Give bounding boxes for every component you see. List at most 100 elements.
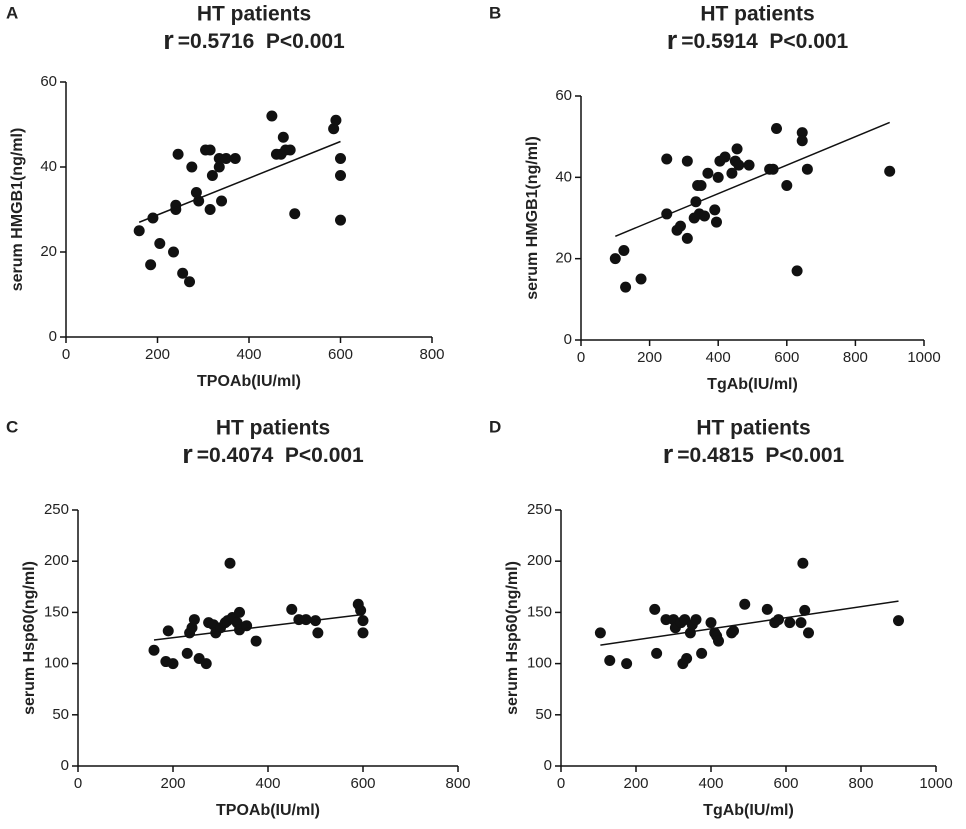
y-tick-label: 0 [61,757,69,774]
point [312,627,324,639]
x-tick-label: 0 [74,775,82,792]
x-tick-label: 600 [774,349,799,366]
chart-subtitle: r =0.4074 P<0.001 [182,439,364,469]
x-tick-label: 600 [773,775,798,792]
stat-text: =0.4074 P<0.001 [197,444,364,467]
panel-letter: C [6,417,18,436]
point [335,170,346,181]
x-tick-label: 0 [577,349,585,366]
y-tick-label: 20 [40,243,57,260]
x-tick-label: 800 [848,775,873,792]
x-tick-label: 400 [706,349,731,366]
point [803,627,814,639]
point [148,644,160,656]
x-axis-label: TgAb(IU/ml) [707,376,798,393]
y-tick-label: 100 [527,655,552,672]
point [172,148,184,160]
y-tick-label: 60 [555,87,572,104]
y-tick-label: 40 [555,168,572,185]
x-tick-label: 0 [62,346,70,363]
y-tick-label: 0 [49,328,57,345]
y-tick-label: 60 [40,73,57,90]
x-tick-label: 200 [160,775,185,792]
y-tick-label: 150 [527,603,552,620]
trend-line [615,121,890,237]
point [328,123,340,135]
x-tick-label: 400 [698,775,723,792]
point [355,604,367,616]
trend-line [138,140,341,223]
point [635,273,647,285]
y-tick-label: 0 [564,331,572,348]
point [162,625,174,637]
point [796,127,808,139]
chart-title: HT patients [197,3,311,26]
x-tick-label: 200 [145,346,170,363]
point [184,276,196,288]
point [681,155,693,167]
point [733,159,745,171]
point [799,604,811,616]
point [620,281,632,293]
stat-text: =0.5914 P<0.001 [681,30,848,53]
panel-letter: A [6,3,18,22]
x-tick-label: 800 [419,346,444,363]
stat-text: =0.5716 P<0.001 [178,30,345,53]
y-tick-label: 250 [527,501,552,518]
point [357,615,369,627]
trend-line [153,613,364,641]
y-tick-label: 150 [44,603,69,620]
x-tick-label: 1000 [919,775,952,792]
chart-subtitle: r =0.4815 P<0.001 [663,439,845,469]
y-tick-label: 20 [555,250,572,267]
point [250,635,262,647]
y-tick-label: 0 [544,757,552,774]
point [743,159,755,171]
point [277,131,289,143]
stat-symbol: r [163,25,174,55]
point [781,179,793,191]
y-tick-label: 50 [535,706,552,723]
point [661,153,673,165]
chart-title: HT patients [700,3,814,26]
point [204,204,216,215]
point [220,153,232,164]
point [739,598,751,610]
point [289,208,301,220]
trend-line [600,600,899,646]
point [167,658,179,670]
point [651,647,663,659]
point [791,265,803,277]
x-tick-label: 0 [557,775,565,792]
panel-letter: B [489,3,501,22]
stat-text: =0.4815 P<0.001 [677,444,844,467]
x-tick-label: 1000 [907,349,940,366]
point [181,647,193,659]
point [684,627,696,639]
point [795,617,807,629]
y-tick-label: 200 [44,552,69,569]
point [710,216,722,228]
x-tick-label: 600 [350,775,375,792]
x-tick-label: 800 [445,775,470,792]
point [797,557,809,569]
point [206,170,218,181]
point [702,167,714,179]
point [335,153,346,164]
point [154,238,166,249]
y-tick-label: 100 [44,655,69,672]
chart-title: HT patients [216,417,330,440]
chart-subtitle: r =0.5914 P<0.001 [667,25,849,55]
point [713,635,724,647]
chart-subtitle: r =0.5716 P<0.001 [163,25,345,55]
point [594,627,606,639]
point [698,210,710,222]
point [229,153,241,164]
point [190,187,202,198]
point [705,617,717,629]
